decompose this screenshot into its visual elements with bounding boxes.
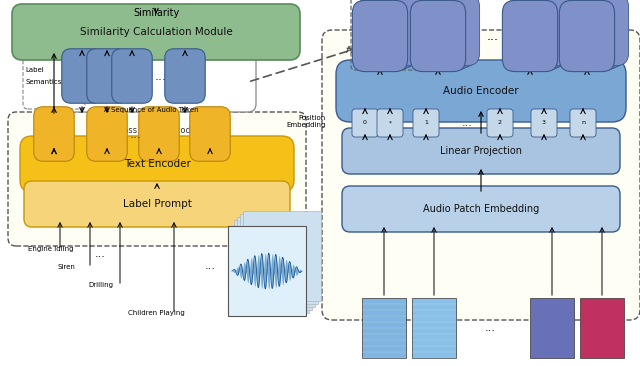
FancyBboxPatch shape — [509, 0, 564, 68]
FancyBboxPatch shape — [421, 0, 476, 67]
FancyBboxPatch shape — [228, 226, 306, 316]
Text: Linear Projection: Linear Projection — [440, 146, 522, 156]
FancyBboxPatch shape — [424, 0, 479, 66]
Text: Siren: Siren — [58, 264, 76, 270]
FancyBboxPatch shape — [412, 298, 456, 358]
Text: Similarity Calculation Module: Similarity Calculation Module — [79, 27, 232, 37]
Text: Class Label Encoder: Class Label Encoder — [115, 126, 199, 135]
FancyBboxPatch shape — [12, 4, 300, 60]
Text: Semantics: Semantics — [25, 79, 61, 85]
Text: 1: 1 — [424, 120, 428, 126]
Text: Text Encoder: Text Encoder — [124, 159, 191, 169]
Text: ...: ... — [95, 249, 106, 259]
FancyBboxPatch shape — [164, 49, 205, 103]
Text: Children Playing: Children Playing — [128, 310, 185, 316]
Text: Audio Patch Embedding: Audio Patch Embedding — [423, 204, 539, 214]
Text: A Sequence of Audio Token: A Sequence of Audio Token — [104, 107, 199, 113]
FancyBboxPatch shape — [360, 0, 415, 68]
Text: ...: ... — [130, 127, 142, 141]
FancyBboxPatch shape — [112, 49, 152, 103]
FancyBboxPatch shape — [516, 0, 572, 66]
FancyBboxPatch shape — [559, 0, 614, 72]
FancyBboxPatch shape — [410, 0, 466, 72]
FancyBboxPatch shape — [336, 60, 626, 122]
FancyBboxPatch shape — [352, 109, 378, 137]
FancyBboxPatch shape — [342, 186, 620, 232]
FancyBboxPatch shape — [87, 107, 127, 161]
Text: Drilling: Drilling — [88, 282, 113, 288]
FancyBboxPatch shape — [353, 0, 408, 72]
FancyBboxPatch shape — [24, 181, 290, 227]
Text: ...: ... — [487, 30, 499, 42]
FancyBboxPatch shape — [566, 0, 621, 68]
Text: Audio Encoder: Audio Encoder — [443, 86, 519, 96]
FancyBboxPatch shape — [237, 217, 315, 307]
FancyBboxPatch shape — [322, 30, 640, 320]
Text: 3: 3 — [542, 120, 546, 126]
Text: *: * — [388, 120, 392, 126]
FancyBboxPatch shape — [413, 109, 439, 137]
FancyBboxPatch shape — [377, 109, 403, 137]
FancyBboxPatch shape — [189, 107, 230, 161]
FancyBboxPatch shape — [234, 220, 312, 310]
FancyBboxPatch shape — [362, 298, 406, 358]
Text: Similarity: Similarity — [133, 8, 179, 18]
FancyBboxPatch shape — [573, 0, 628, 66]
FancyBboxPatch shape — [417, 0, 472, 68]
FancyBboxPatch shape — [502, 0, 557, 72]
FancyBboxPatch shape — [61, 49, 102, 103]
FancyBboxPatch shape — [570, 109, 596, 137]
Text: n: n — [581, 120, 585, 126]
Text: Label: Label — [25, 67, 44, 73]
FancyBboxPatch shape — [23, 47, 85, 109]
FancyBboxPatch shape — [47, 44, 256, 112]
FancyBboxPatch shape — [356, 0, 411, 70]
FancyBboxPatch shape — [414, 0, 469, 70]
Text: ...: ... — [484, 323, 495, 333]
Text: 2: 2 — [498, 120, 502, 126]
FancyBboxPatch shape — [366, 0, 422, 66]
Text: Position
Embedding: Position Embedding — [287, 115, 326, 127]
FancyBboxPatch shape — [87, 49, 127, 103]
Text: ...: ... — [205, 261, 216, 271]
FancyBboxPatch shape — [243, 211, 321, 301]
FancyBboxPatch shape — [342, 128, 620, 174]
FancyBboxPatch shape — [563, 0, 618, 70]
FancyBboxPatch shape — [530, 298, 574, 358]
Text: Engine Idling: Engine Idling — [28, 246, 74, 252]
FancyBboxPatch shape — [570, 0, 625, 67]
FancyBboxPatch shape — [506, 0, 561, 70]
Text: Audio Signal Encoder: Audio Signal Encoder — [346, 46, 442, 55]
Text: ...: ... — [155, 70, 167, 82]
FancyBboxPatch shape — [363, 0, 418, 67]
FancyBboxPatch shape — [8, 112, 306, 246]
FancyBboxPatch shape — [240, 214, 318, 304]
FancyBboxPatch shape — [231, 223, 309, 313]
Text: ...: ... — [461, 118, 472, 128]
FancyBboxPatch shape — [139, 107, 179, 161]
FancyBboxPatch shape — [531, 109, 557, 137]
FancyBboxPatch shape — [487, 109, 513, 137]
Text: 0: 0 — [363, 120, 367, 126]
Text: Label Prompt: Label Prompt — [123, 199, 191, 209]
FancyBboxPatch shape — [34, 107, 74, 161]
FancyBboxPatch shape — [580, 298, 624, 358]
FancyBboxPatch shape — [20, 136, 294, 192]
FancyBboxPatch shape — [513, 0, 568, 67]
